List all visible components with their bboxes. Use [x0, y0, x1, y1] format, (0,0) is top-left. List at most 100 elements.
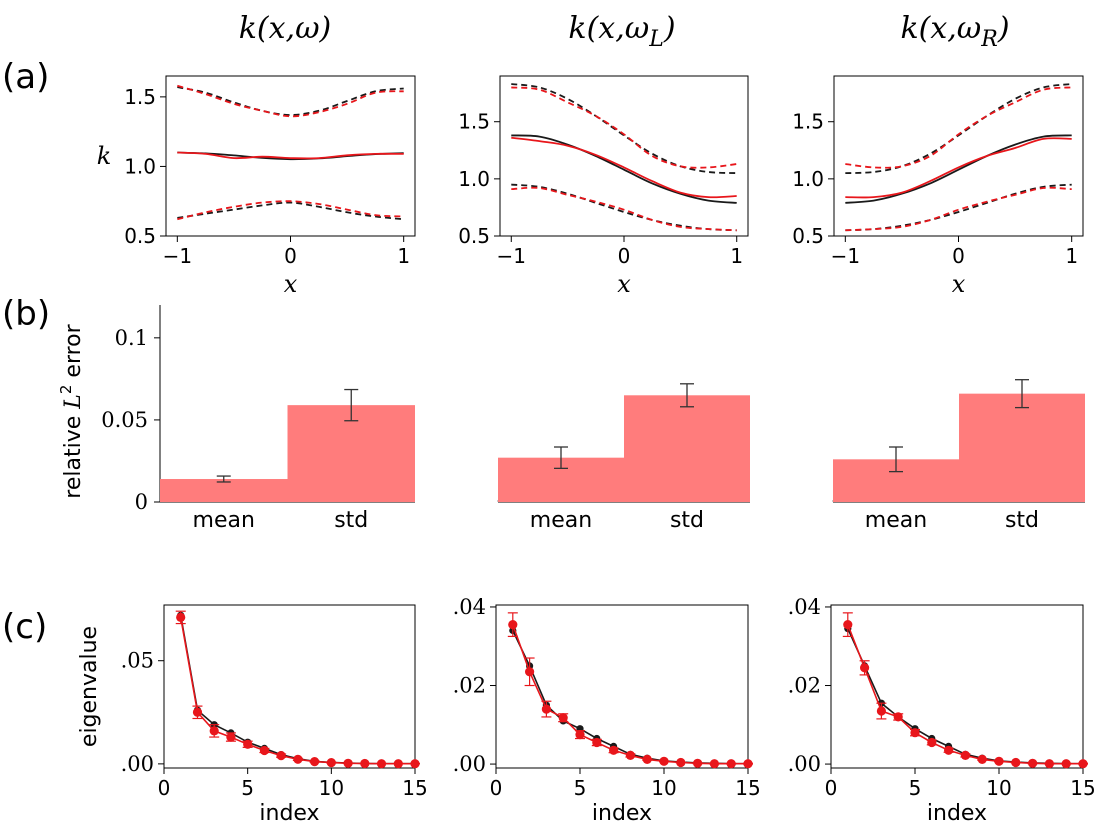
- chart-a-1: −1 0 1 0.5 1.0 1.5 x k: [97, 75, 416, 298]
- chart-c-1: 0 5 10 15 .00 .05 index eigenvalue: [77, 604, 428, 826]
- x-tick-label: −1: [497, 244, 526, 268]
- category-label: mean: [193, 508, 255, 533]
- data-point-predicted: [860, 663, 870, 673]
- x-axis-label: x: [284, 270, 298, 298]
- x-tick-label: 1: [730, 244, 743, 268]
- x-tick-label: 0: [952, 244, 965, 268]
- chart-a-3: −1 0 1 0.5 1.0 1.5 x: [792, 75, 1084, 298]
- bar-mean: [160, 479, 288, 502]
- data-point-predicted: [541, 704, 552, 714]
- x-tick-label: 10: [986, 776, 1011, 800]
- category-label: std: [334, 508, 368, 533]
- data-point-predicted: [642, 754, 652, 765]
- chart-b-2: mean std: [497, 383, 750, 533]
- series-predicted-upper: [177, 84, 404, 118]
- y-tick-label: 1.5: [124, 85, 156, 109]
- x-tick-label: 10: [651, 776, 676, 800]
- y-axis-label: relative L2 error: [57, 323, 86, 498]
- data-point-predicted: [1044, 759, 1054, 769]
- x-tick-label: 5: [574, 776, 587, 800]
- bar-std: [624, 395, 750, 502]
- series-predicted-lower: [177, 200, 404, 221]
- data-point-predicted: [1028, 758, 1038, 768]
- data-point-predicted: [960, 750, 971, 761]
- y-tick-label: 0.5: [458, 224, 490, 248]
- x-axis-label: index: [927, 801, 987, 826]
- data-point-predicted: [893, 712, 903, 722]
- data-point-predicted: [376, 759, 387, 769]
- data-point-predicted: [360, 758, 370, 769]
- data-point-predicted: [693, 758, 703, 768]
- data-point-predicted: [609, 745, 619, 755]
- series-predicted-lower: [511, 186, 737, 232]
- chart-b-3: mean std: [832, 379, 1085, 533]
- column-title-2: k(x,ωL): [568, 11, 675, 52]
- x-tick-label: 1: [1065, 244, 1078, 268]
- x-tick-label: −1: [831, 244, 860, 268]
- x-tick-label: 0: [618, 244, 631, 268]
- data-point-predicted: [243, 739, 253, 749]
- x-tick-label: 5: [909, 776, 922, 800]
- y-tick-label: 1.5: [458, 110, 490, 134]
- data-point-predicted: [558, 713, 568, 723]
- series-reference-upper: [177, 86, 404, 116]
- bar-std: [959, 393, 1085, 502]
- y-tick-label: .02: [788, 674, 821, 698]
- data-point-predicted: [226, 732, 236, 742]
- plot-frame: [165, 75, 416, 237]
- y-tick-label: 0.5: [792, 224, 824, 248]
- x-tick-label: 10: [319, 776, 344, 800]
- series-reference: [847, 628, 1083, 765]
- x-tick-label: 15: [402, 776, 427, 800]
- plot-frame: [495, 604, 749, 769]
- column-title-3: k(x,ωR): [900, 11, 1009, 52]
- data-point-predicted: [876, 706, 887, 716]
- series-predicted: [847, 624, 1083, 765]
- chart-c-3: 0 5 10 15 .00 .02 .04 index: [788, 595, 1096, 826]
- series-reference: [179, 615, 415, 765]
- panel-label-a: (a): [2, 57, 49, 97]
- y-axis-label: eigenvalue: [77, 626, 102, 747]
- x-tick-label: 0: [825, 776, 838, 800]
- x-tick-label: 0: [158, 776, 171, 800]
- y-tick-label: .04: [788, 595, 821, 619]
- y-tick-label: 0: [135, 490, 148, 514]
- panel-label-b: (b): [2, 294, 50, 334]
- x-axis-label: index: [259, 801, 319, 826]
- series-reference-lower: [177, 201, 404, 221]
- x-axis-label: index: [592, 801, 652, 826]
- category-label: mean: [530, 508, 592, 533]
- data-point-predicted: [1011, 757, 1021, 768]
- plot-frame: [830, 604, 1084, 769]
- category-label: std: [670, 508, 704, 533]
- y-tick-label: 0.05: [101, 408, 148, 432]
- data-point-predicted: [709, 759, 720, 769]
- data-point-predicted: [726, 759, 736, 769]
- data-point-predicted: [393, 759, 403, 769]
- data-point-predicted: [659, 756, 669, 766]
- plot-frame: [499, 75, 749, 237]
- series-reference-lower: [511, 183, 737, 232]
- data-point-predicted: [927, 737, 937, 748]
- category-label: std: [1005, 508, 1039, 533]
- data-point-predicted: [343, 758, 353, 768]
- series-predicted-lower: [845, 186, 1072, 232]
- chart-c-2: 0 5 10 15 .00 .02 .04 index: [453, 595, 761, 826]
- data-point-predicted: [625, 750, 636, 761]
- chart-b-1: 0 0.05 0.1 relative L2 error mean std: [57, 305, 415, 533]
- column-title-1: k(x,ω): [239, 11, 332, 46]
- y-tick-label: 0.5: [124, 224, 156, 248]
- x-tick-label: 0: [284, 244, 297, 268]
- data-point-predicted: [977, 754, 987, 765]
- series-predicted-mean: [177, 151, 404, 160]
- data-point-predicted: [743, 759, 753, 769]
- y-tick-label: .00: [788, 752, 821, 776]
- y-tick-label: .00: [121, 752, 154, 776]
- panel-label-c: (c): [2, 607, 47, 647]
- series-predicted-upper: [845, 86, 1072, 169]
- series-reference-upper: [845, 83, 1072, 175]
- data-point-predicted: [310, 757, 320, 767]
- y-tick-label: .04: [453, 595, 486, 619]
- data-point-predicted: [410, 759, 420, 769]
